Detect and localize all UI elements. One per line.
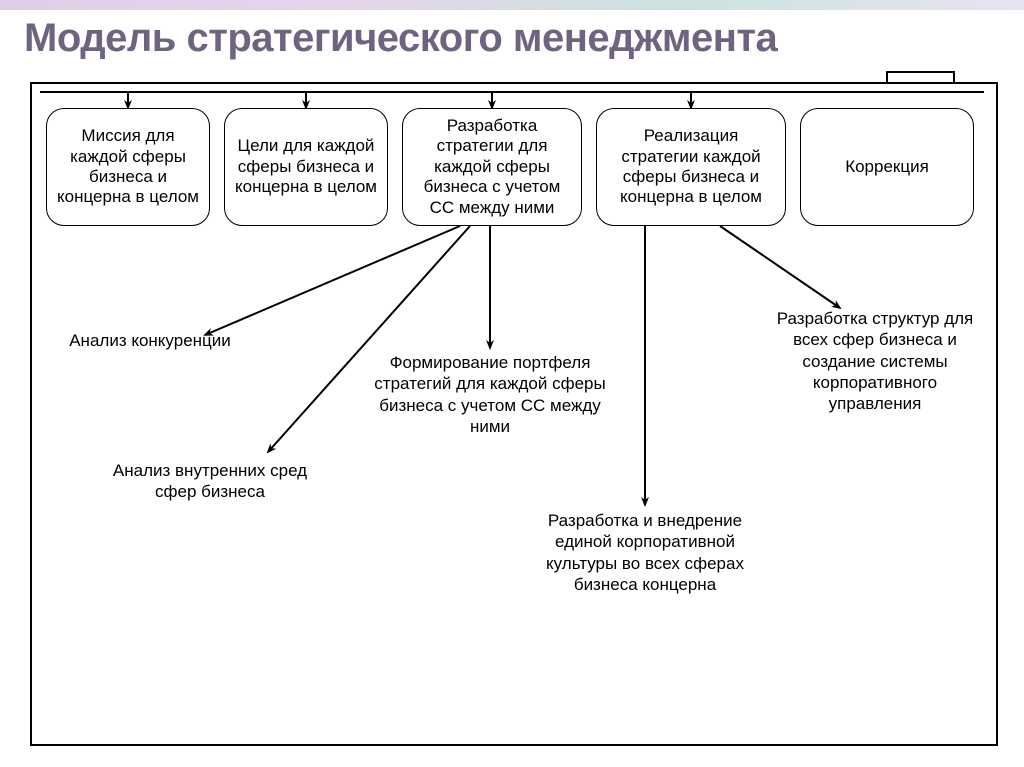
decorative-stripe — [0, 0, 1024, 10]
node-label: Коррекция — [845, 157, 929, 177]
flowchart-node: Цели для каждой сферы бизнеса и концерна… — [224, 108, 388, 226]
node-label: Цели для каждой сферы бизнеса и концерна… — [233, 136, 379, 197]
page-title: Модель стратегического менеджмента — [24, 16, 777, 61]
diagram-label: Анализ конкуренции — [60, 330, 240, 351]
slide: Модель стратегического менеджмента Мисси… — [0, 0, 1024, 767]
diagram-label: Разработка структур для всех сфер бизнес… — [770, 308, 980, 414]
node-label: Разработка стратегии для каждой сферы би… — [411, 116, 573, 218]
diagram-label: Анализ внутренних сред сфер бизнеса — [100, 460, 320, 503]
flowchart-node: Реализация стратегии каждой сферы бизнес… — [596, 108, 786, 226]
flowchart-node: Разработка стратегии для каждой сферы би… — [402, 108, 582, 226]
diagram-label: Формирование портфеля стратегий для кажд… — [370, 352, 610, 437]
flowchart-node: Миссия для каждой сферы бизнеса и концер… — [46, 108, 210, 226]
diagram-label: Разработка и внедрение единой корпоратив… — [530, 510, 760, 595]
node-label: Реализация стратегии каждой сферы бизнес… — [605, 126, 777, 208]
flowchart-node: Коррекция — [800, 108, 974, 226]
node-label: Миссия для каждой сферы бизнеса и концер… — [55, 126, 201, 208]
